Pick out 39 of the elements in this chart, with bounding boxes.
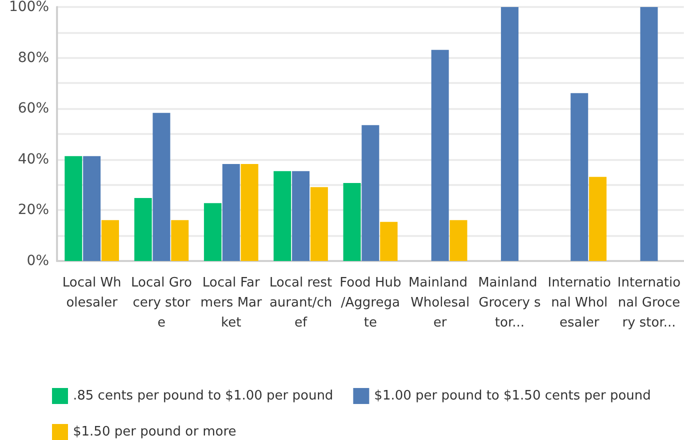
y-tick-label: 60%	[18, 100, 49, 117]
bar	[83, 156, 101, 261]
bar	[640, 7, 658, 261]
y-tick-label: 80%	[18, 50, 49, 66]
bar	[380, 222, 398, 261]
bar	[362, 125, 380, 261]
y-tick-label: 20%	[18, 202, 49, 218]
bar	[450, 220, 468, 261]
bar	[500, 7, 518, 261]
bar	[570, 93, 588, 261]
bar	[101, 220, 119, 261]
legend-label: .85 cents per pound to $1.00 per pound	[73, 388, 334, 404]
bar	[134, 198, 152, 261]
bar	[292, 171, 310, 261]
bar	[222, 164, 240, 261]
x-tick-label: International Wholesaler	[548, 276, 611, 330]
x-tick-label: Food Hub/Aggregate	[340, 276, 402, 330]
bar	[64, 156, 82, 261]
legend-label: $1.00 per pound to $1.50 cents per pound	[374, 388, 651, 404]
x-tick-label: Local Grocery store	[131, 276, 192, 330]
x-tick-label: Mainland Wholesaler	[408, 276, 472, 330]
bar	[310, 187, 328, 261]
bar	[431, 50, 449, 261]
x-tick-label: Local Wholesaler	[62, 276, 122, 310]
y-tick-label: 0%	[26, 253, 49, 269]
x-tick-label: Mainland Grocery stor...	[478, 276, 542, 330]
bar	[171, 220, 189, 261]
legend-label: $1.50 per pound or more	[73, 424, 236, 440]
y-tick-label: 40%	[18, 151, 49, 168]
x-tick-label: Local restaurant/chef	[269, 276, 332, 330]
bar	[152, 112, 170, 261]
bar	[204, 203, 222, 261]
bar	[589, 176, 607, 261]
x-tick-label: Local Farmers Market	[200, 276, 262, 330]
x-tick-label: International Grocery stor...	[617, 276, 681, 330]
bar	[274, 171, 292, 261]
bar	[240, 164, 258, 261]
y-tick-label: 100%	[8, 0, 49, 15]
bar	[343, 183, 361, 261]
